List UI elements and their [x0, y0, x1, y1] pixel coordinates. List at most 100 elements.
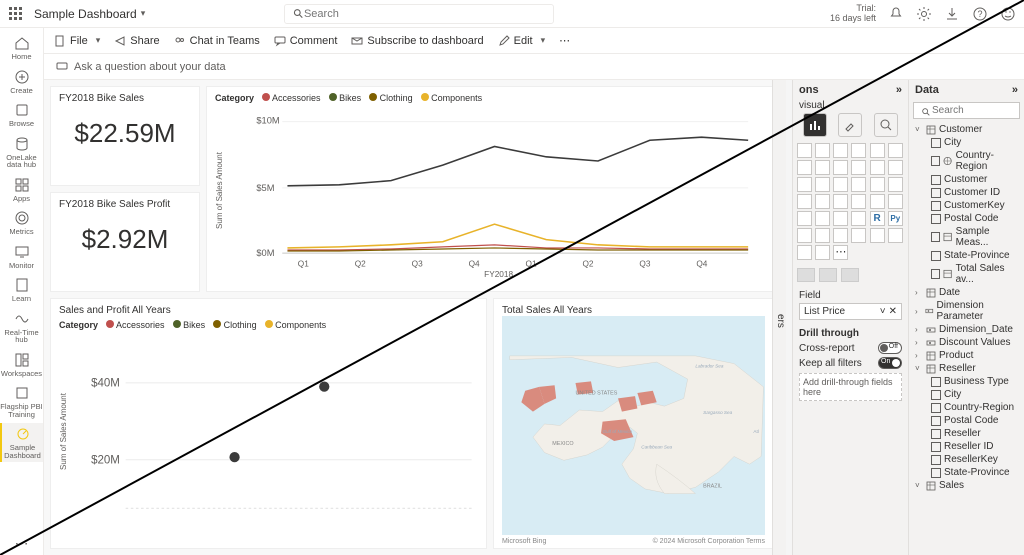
tree-field[interactable]: Sample Meas... [909, 225, 1024, 249]
vis-py[interactable]: Py [888, 211, 903, 226]
expand-icon[interactable]: » [896, 84, 902, 96]
vis-paginated[interactable] [870, 228, 885, 243]
tree-table[interactable]: ›Dimension_Date [909, 323, 1024, 336]
vis-filled-map[interactable] [815, 194, 830, 209]
vis-donut[interactable] [870, 177, 885, 192]
tree-field[interactable]: CustomerKey [909, 199, 1024, 212]
vis-card[interactable] [870, 194, 885, 209]
vis-funnel[interactable] [815, 177, 830, 192]
tree-field[interactable]: ResellerKey [909, 453, 1024, 466]
vis-100-col[interactable] [888, 143, 903, 158]
vis-decomp[interactable] [815, 228, 830, 243]
vis-treemap[interactable] [888, 177, 903, 192]
rail-learn[interactable]: Learn [0, 274, 43, 306]
vis-matrix[interactable] [851, 211, 866, 226]
gear-icon[interactable] [916, 6, 932, 22]
tb-chat[interactable]: Chat in Teams [174, 35, 260, 47]
tree-table[interactable]: ›Product [909, 349, 1024, 362]
dashboard-title[interactable]: Sample Dashboard [34, 7, 137, 21]
vis-powerapps[interactable] [797, 245, 812, 260]
vis-line[interactable] [797, 160, 812, 175]
vis-arcgis[interactable] [888, 228, 903, 243]
thumb[interactable] [797, 268, 815, 282]
vis-line-col2[interactable] [870, 160, 885, 175]
format-tab[interactable] [838, 113, 862, 137]
vis-stacked-col[interactable] [833, 143, 848, 158]
tb-comment[interactable]: Comment [274, 35, 338, 47]
tree-table[interactable]: ˅Customer [909, 123, 1024, 136]
cross-report-toggle[interactable]: Off [878, 342, 902, 354]
bell-icon[interactable] [888, 6, 904, 22]
vis-smart-narrative[interactable] [851, 228, 866, 243]
field-value-box[interactable]: List Price ˅✕ [799, 303, 902, 320]
rail-more[interactable]: ⋯ [0, 532, 43, 555]
tb-file[interactable]: File▾ [54, 35, 100, 47]
vis-stacked-area[interactable] [833, 160, 848, 175]
vis-multi-card[interactable] [888, 194, 903, 209]
rail-realtime[interactable]: Real-Time hub [0, 308, 43, 347]
qna-bar[interactable]: Ask a question about your data [44, 54, 1024, 80]
vis-r[interactable]: R [870, 211, 885, 226]
vis-waterfall[interactable] [797, 177, 812, 192]
tree-table[interactable]: ›Discount Values [909, 336, 1024, 349]
line-chart[interactable]: Category Accessories Bikes Clothing Comp… [206, 86, 774, 292]
tree-field[interactable]: Reseller ID [909, 440, 1024, 453]
vis-pie[interactable] [851, 177, 866, 192]
rail-flagship[interactable]: Flagship PBI Training [0, 382, 43, 421]
rail-workspaces[interactable]: Workspaces [0, 349, 43, 381]
tree-field[interactable]: Business Type [909, 375, 1024, 388]
tree-field[interactable]: Reseller [909, 427, 1024, 440]
card-bike-profit[interactable]: FY2018 Bike Sales Profit $2.92M [50, 192, 200, 292]
tree-field[interactable]: Country-Region [909, 149, 1024, 173]
vis-kpi[interactable] [797, 211, 812, 226]
vis-key-influencers[interactable] [797, 228, 812, 243]
data-search[interactable] [913, 102, 1020, 119]
tree-field[interactable]: Postal Code [909, 212, 1024, 225]
thumb[interactable] [819, 268, 837, 282]
rail-onelake[interactable]: OneLake data hub [0, 133, 43, 172]
remove-icon[interactable]: ✕ [889, 306, 897, 317]
analytics-tab[interactable] [874, 113, 898, 137]
chevron-down-icon[interactable]: ▾ [141, 8, 146, 19]
rail-home[interactable]: Home [0, 32, 43, 64]
search-input[interactable] [304, 8, 545, 20]
help-icon[interactable]: ? [972, 6, 988, 22]
tree-field[interactable]: Customer [909, 173, 1024, 186]
tree-table[interactable]: ˅Reseller [909, 362, 1024, 375]
build-tab[interactable] [803, 113, 827, 137]
vis-azure-map[interactable] [833, 194, 848, 209]
filters-pane-collapsed[interactable]: ers [772, 80, 786, 555]
vis-automate[interactable] [815, 245, 830, 260]
chevron-down-icon[interactable]: ˅ [880, 306, 886, 317]
tree-table[interactable]: ›Dimension Parameter [909, 299, 1024, 323]
vis-gauge[interactable] [851, 194, 866, 209]
tree-table[interactable]: ›Date [909, 286, 1024, 299]
waffle-icon[interactable] [8, 6, 24, 22]
tree-field[interactable]: State-Province [909, 249, 1024, 262]
tb-share[interactable]: Share [114, 35, 159, 47]
tb-edit[interactable]: Edit▾ [498, 35, 546, 47]
vis-more[interactable]: ⋯ [833, 245, 848, 260]
vis-line-col[interactable] [851, 160, 866, 175]
rail-monitor[interactable]: Monitor [0, 241, 43, 273]
vis-map[interactable] [797, 194, 812, 209]
map-visual[interactable]: Total Sales All Years UNITED STATES MEXI… [493, 298, 774, 549]
thumb[interactable] [841, 268, 859, 282]
vis-clustered-bar[interactable] [815, 143, 830, 158]
vis-table[interactable] [833, 211, 848, 226]
tree-field[interactable]: Customer ID [909, 186, 1024, 199]
rail-sample-dashboard[interactable]: Sample Dashboard [0, 423, 43, 462]
tb-more[interactable]: ⋯ [559, 34, 570, 47]
tree-field[interactable]: City [909, 388, 1024, 401]
vis-slicer[interactable] [815, 211, 830, 226]
tb-subscribe[interactable]: Subscribe to dashboard [351, 35, 483, 47]
vis-stacked-bar[interactable] [797, 143, 812, 158]
rail-apps[interactable]: Apps [0, 174, 43, 206]
vis-clustered-col[interactable] [851, 143, 866, 158]
vis-ribbon[interactable] [888, 160, 903, 175]
expand-icon[interactable]: » [1012, 84, 1018, 96]
vis-qna[interactable] [833, 228, 848, 243]
tree-field[interactable]: Postal Code [909, 414, 1024, 427]
rail-metrics[interactable]: Metrics [0, 207, 43, 239]
card-bike-sales[interactable]: FY2018 Bike Sales $22.59M [50, 86, 200, 186]
